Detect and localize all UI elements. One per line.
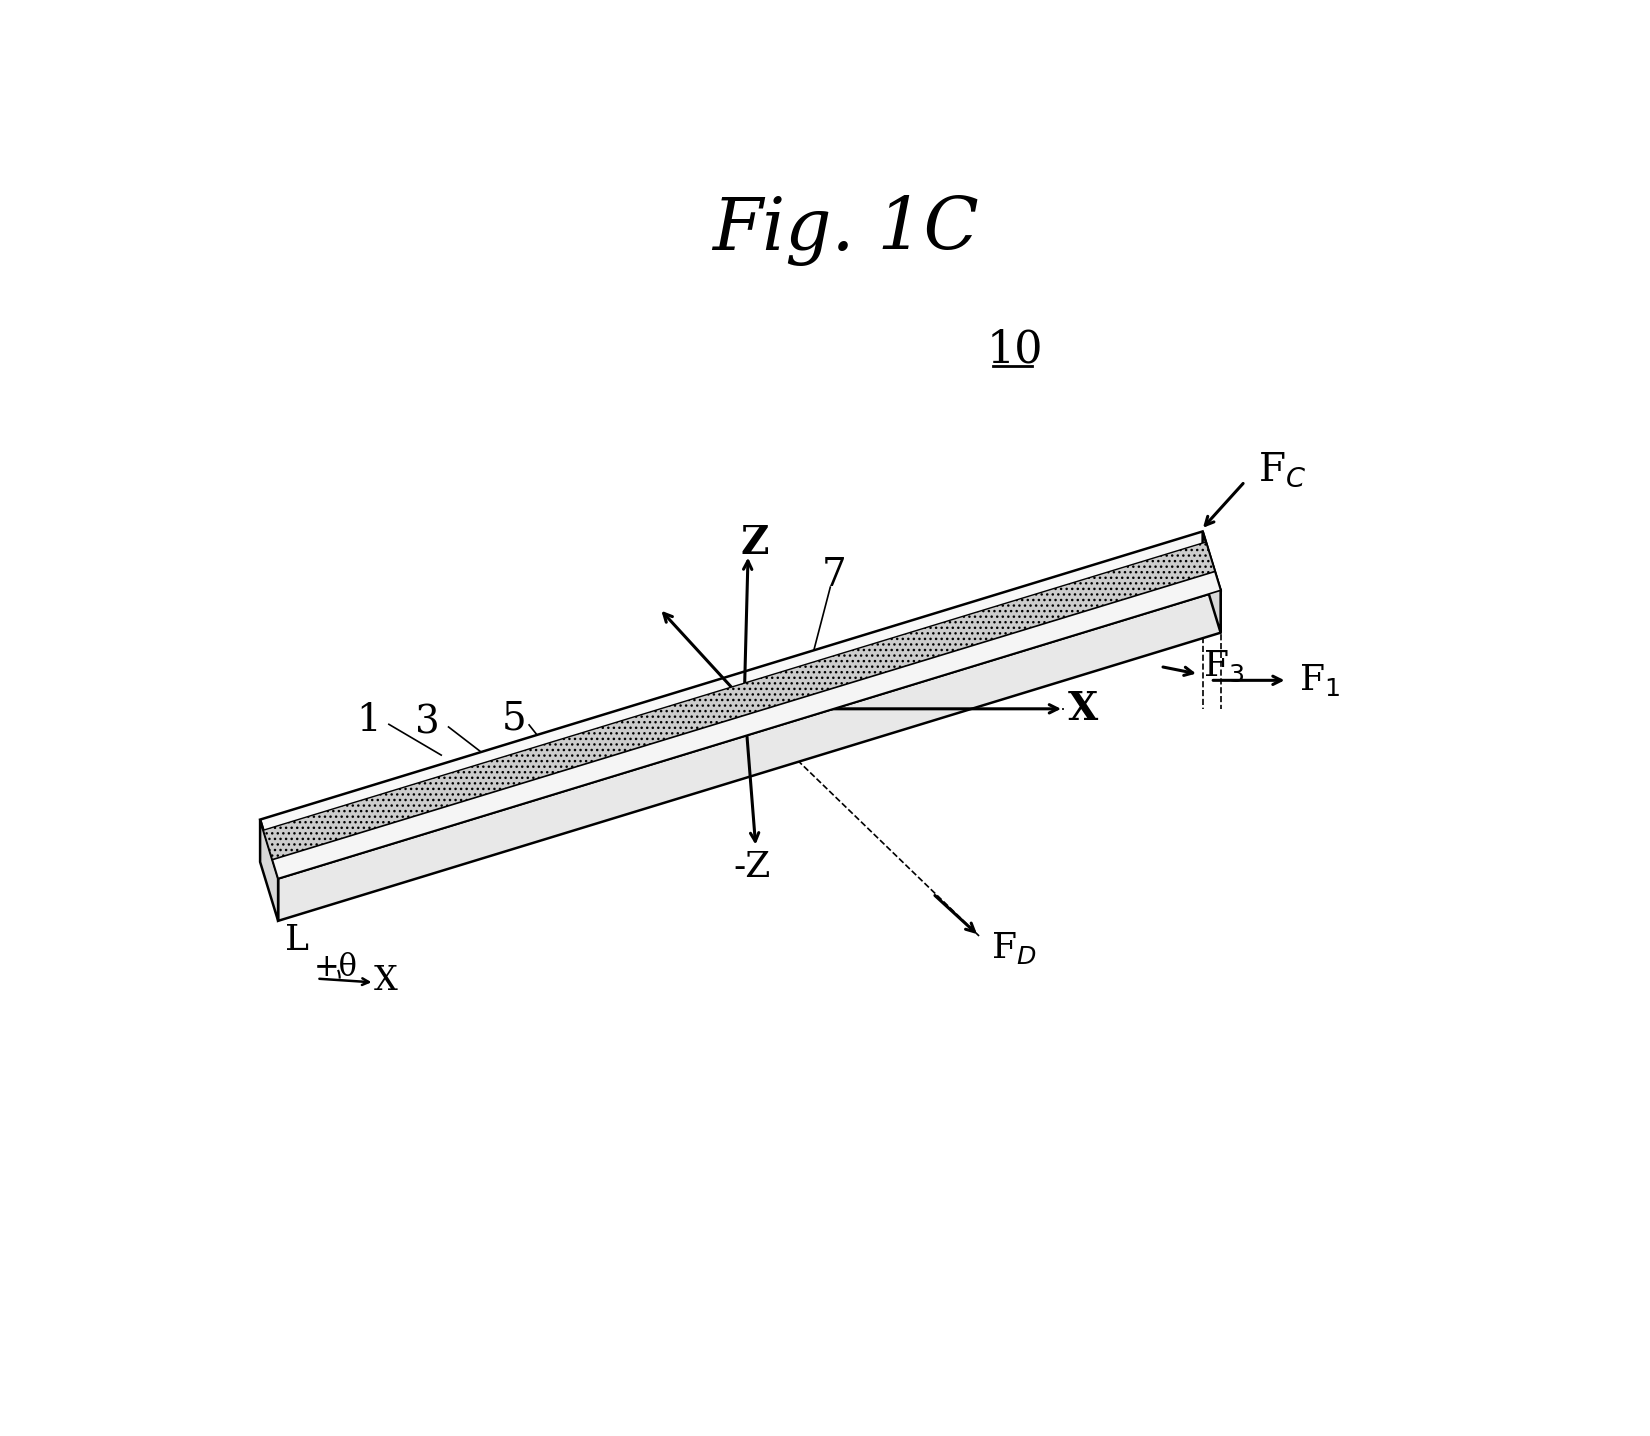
Text: L: L <box>285 923 309 958</box>
Text: F$_D$: F$_D$ <box>990 929 1036 965</box>
Polygon shape <box>279 590 1221 920</box>
Text: +θ: +θ <box>314 952 358 982</box>
Text: F$_3$: F$_3$ <box>1203 649 1244 684</box>
Text: 10: 10 <box>987 327 1043 370</box>
Text: X: X <box>375 965 398 997</box>
Text: 5: 5 <box>502 701 526 737</box>
Text: 7: 7 <box>822 557 846 595</box>
Text: Z: Z <box>741 524 769 563</box>
Text: F$_1$: F$_1$ <box>1299 662 1340 698</box>
Polygon shape <box>264 541 1218 867</box>
Polygon shape <box>272 572 1221 879</box>
Text: X: X <box>1068 689 1099 728</box>
Polygon shape <box>1203 531 1221 633</box>
Text: F$_C$: F$_C$ <box>1257 451 1307 490</box>
Text: Fig. 1C: Fig. 1C <box>713 194 978 266</box>
Polygon shape <box>261 531 1221 879</box>
Text: -Z: -Z <box>733 850 771 883</box>
Text: 1: 1 <box>356 702 381 740</box>
Text: 3: 3 <box>416 705 441 741</box>
Polygon shape <box>261 820 279 920</box>
